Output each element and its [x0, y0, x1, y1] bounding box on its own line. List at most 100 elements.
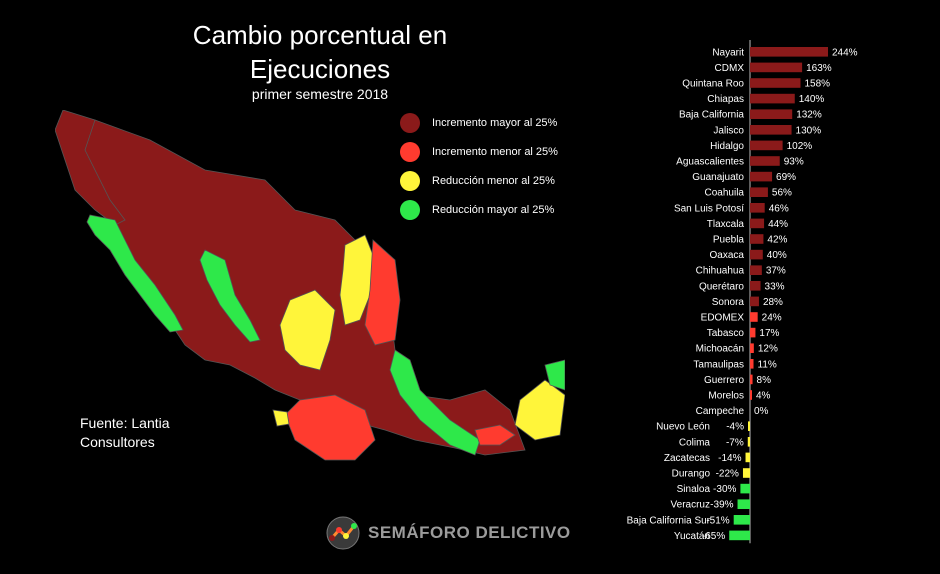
value-label: -7%: [726, 437, 744, 448]
category-label: Chihuahua: [696, 266, 745, 277]
category-label: Morelos: [708, 391, 744, 402]
value-label: 8%: [757, 375, 772, 386]
value-label: 244%: [832, 47, 858, 58]
logo-text: SEMÁFORO DELICTIVO: [368, 523, 571, 542]
category-label: Coahuila: [705, 188, 745, 199]
legend-item-high-increase: Incremento mayor al 25%: [400, 108, 558, 137]
value-label: 44%: [768, 219, 788, 230]
bar: [729, 530, 750, 541]
legend-swatch-high-decrease: [400, 199, 420, 220]
map-region-coahuila: [339, 234, 376, 326]
bar: [750, 327, 756, 338]
value-label: -51%: [706, 515, 729, 526]
legend-item-high-decrease: Reducción mayor al 25%: [400, 195, 558, 224]
value-label: 102%: [787, 141, 813, 152]
category-label: Jalisco: [713, 125, 744, 136]
source-note: Fuente: Lantia Consultores: [80, 414, 170, 452]
bar: [747, 437, 750, 447]
value-label: 24%: [762, 313, 782, 324]
category-label: Querétaro: [699, 281, 744, 292]
bar: [750, 125, 792, 135]
bar: [750, 78, 801, 88]
value-label: 37%: [766, 266, 786, 277]
bar: [750, 343, 754, 353]
bar: [750, 93, 795, 104]
value-label: 69%: [776, 172, 796, 183]
category-label: Veracruz: [671, 500, 710, 511]
category-label: Puebla: [713, 235, 745, 246]
bar: [745, 452, 750, 463]
map-region-yucatan: [544, 359, 565, 391]
bar: [750, 281, 761, 291]
value-label: 56%: [772, 188, 792, 199]
value-label: 40%: [767, 250, 787, 261]
category-label: Tamaulipas: [693, 359, 744, 370]
legend-label-low-decrease: Reducción menor al 25%: [432, 174, 555, 187]
bar: [750, 390, 752, 400]
legend-swatch-low-decrease: [400, 170, 420, 191]
bar: [742, 468, 750, 478]
value-label: -14%: [718, 453, 741, 464]
bar: [748, 421, 750, 431]
bar: [750, 203, 765, 213]
legend-label-low-increase: Incremento menor al 25%: [432, 145, 558, 158]
map-region-tamaulipas: [364, 239, 401, 346]
category-label: Hidalgo: [710, 141, 744, 152]
bar: [750, 187, 768, 197]
bar-chart: Nayarit 244% CDMX 163% Quintana Roo 158% Chiap…: [627, 40, 858, 544]
value-label: -30%: [713, 484, 736, 495]
value-label: 28%: [763, 297, 783, 308]
value-label: 140%: [799, 94, 825, 105]
bar: [750, 249, 763, 260]
value-label: -22%: [716, 469, 739, 480]
bar: [750, 171, 773, 182]
category-label: Chiapas: [707, 94, 744, 105]
bar: [750, 374, 753, 385]
category-label: Sinaloa: [677, 484, 711, 495]
category-label: EDOMEX: [701, 313, 745, 324]
value-label: 132%: [796, 110, 822, 121]
mexico-map: [55, 110, 565, 461]
title-line-1: Cambio porcentual en: [192, 20, 448, 50]
chart-subtitle: primer semestre 2018: [251, 86, 389, 102]
value-label: 4%: [756, 391, 771, 402]
value-label: -4%: [726, 422, 744, 433]
bar: [737, 499, 750, 509]
bar: [750, 359, 754, 369]
map-region-durango: [279, 289, 336, 371]
chart-title: Cambio porcentual en Ejecuciones: [150, 18, 490, 86]
category-label: Yucatán: [674, 531, 710, 542]
source-line-2: Consultores: [80, 434, 155, 450]
category-label: Baja California: [679, 110, 744, 121]
bar: [750, 312, 758, 322]
map-region-tabasco: [474, 424, 516, 446]
value-label: 12%: [758, 344, 778, 355]
map-region-campeche: [514, 379, 565, 441]
semaforo-logo-icon: [326, 516, 360, 550]
category-label: Oaxaca: [710, 250, 745, 261]
bar: [740, 483, 750, 494]
value-label: 17%: [759, 328, 779, 339]
bar: [733, 515, 750, 525]
bar: [750, 109, 793, 119]
bar: [750, 234, 764, 244]
category-label: Michoacán: [696, 344, 744, 355]
bar: [750, 47, 828, 57]
category-label: Durango: [672, 469, 711, 480]
value-label: 33%: [765, 281, 785, 292]
bar: [750, 62, 803, 73]
value-label: 0%: [754, 406, 769, 417]
value-label: 163%: [806, 63, 832, 74]
category-label: Zacatecas: [664, 453, 710, 464]
value-label: -39%: [710, 500, 733, 511]
value-label: 42%: [767, 235, 787, 246]
value-label: -65%: [702, 531, 725, 542]
category-label: CDMX: [715, 63, 745, 74]
legend-swatch-high-increase: [400, 112, 420, 133]
value-label: 11%: [758, 359, 777, 370]
legend-item-low-decrease: Reducción menor al 25%: [400, 166, 558, 195]
category-label: Colima: [679, 437, 711, 448]
category-label: Campeche: [696, 406, 745, 417]
category-label: Baja California Sur: [627, 515, 711, 526]
value-label: 46%: [769, 203, 789, 214]
